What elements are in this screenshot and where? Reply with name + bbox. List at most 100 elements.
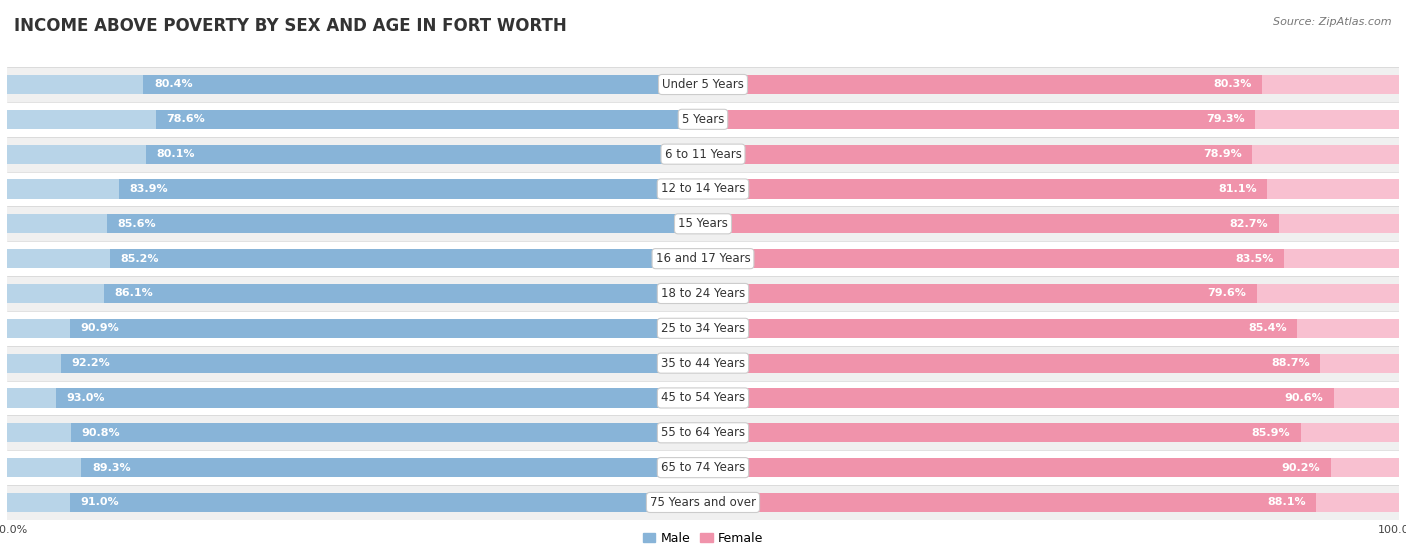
- Text: 83.9%: 83.9%: [129, 184, 169, 194]
- Text: 35 to 44 Years: 35 to 44 Years: [661, 357, 745, 369]
- Text: 89.3%: 89.3%: [91, 463, 131, 472]
- Text: 92.2%: 92.2%: [72, 358, 111, 368]
- Text: 25 to 34 Years: 25 to 34 Years: [661, 322, 745, 335]
- Text: 6 to 11 Years: 6 to 11 Years: [665, 148, 741, 160]
- Bar: [7, 214, 703, 234]
- Bar: [703, 249, 1284, 268]
- Bar: [703, 493, 1399, 512]
- Bar: [703, 75, 1261, 94]
- Text: 93.0%: 93.0%: [66, 393, 104, 403]
- Bar: [7, 345, 1399, 381]
- Bar: [703, 145, 1399, 164]
- Bar: [703, 458, 1399, 477]
- Bar: [72, 423, 703, 442]
- Bar: [7, 206, 1399, 241]
- Bar: [7, 389, 703, 408]
- Text: 80.4%: 80.4%: [153, 79, 193, 89]
- Bar: [143, 75, 703, 94]
- Bar: [7, 423, 703, 442]
- Text: 91.0%: 91.0%: [80, 498, 118, 508]
- Bar: [7, 137, 1399, 172]
- Text: 85.6%: 85.6%: [118, 219, 156, 229]
- Bar: [7, 172, 1399, 206]
- Bar: [703, 389, 1333, 408]
- Bar: [703, 458, 1330, 477]
- Bar: [703, 353, 1320, 373]
- Bar: [7, 284, 703, 303]
- Bar: [7, 319, 703, 338]
- Text: Source: ZipAtlas.com: Source: ZipAtlas.com: [1274, 17, 1392, 27]
- Bar: [7, 179, 703, 198]
- Bar: [146, 145, 703, 164]
- Bar: [82, 458, 703, 477]
- Bar: [703, 284, 1257, 303]
- Bar: [7, 415, 1399, 450]
- Bar: [7, 67, 1399, 102]
- Bar: [703, 179, 1399, 198]
- Bar: [7, 102, 1399, 137]
- Bar: [703, 353, 1399, 373]
- Bar: [70, 319, 703, 338]
- Text: 90.2%: 90.2%: [1282, 463, 1320, 472]
- Text: 16 and 17 Years: 16 and 17 Years: [655, 252, 751, 265]
- Text: 81.1%: 81.1%: [1219, 184, 1257, 194]
- Bar: [7, 276, 1399, 311]
- Bar: [703, 214, 1278, 234]
- Text: 90.6%: 90.6%: [1284, 393, 1323, 403]
- Text: 78.9%: 78.9%: [1204, 149, 1241, 159]
- Text: 79.3%: 79.3%: [1206, 115, 1244, 124]
- Text: 90.9%: 90.9%: [80, 323, 120, 333]
- Text: 88.1%: 88.1%: [1267, 498, 1306, 508]
- Bar: [70, 493, 703, 512]
- Bar: [110, 249, 703, 268]
- Bar: [7, 110, 703, 129]
- Bar: [156, 110, 703, 129]
- Bar: [107, 214, 703, 234]
- Bar: [7, 249, 703, 268]
- Bar: [703, 319, 1298, 338]
- Text: 86.1%: 86.1%: [114, 288, 153, 299]
- Bar: [62, 353, 703, 373]
- Text: 85.2%: 85.2%: [121, 254, 159, 264]
- Bar: [7, 75, 703, 94]
- Bar: [703, 249, 1399, 268]
- Text: 75 Years and over: 75 Years and over: [650, 496, 756, 509]
- Text: INCOME ABOVE POVERTY BY SEX AND AGE IN FORT WORTH: INCOME ABOVE POVERTY BY SEX AND AGE IN F…: [14, 17, 567, 35]
- Text: 12 to 14 Years: 12 to 14 Years: [661, 182, 745, 196]
- Bar: [7, 493, 703, 512]
- Text: 90.8%: 90.8%: [82, 428, 120, 438]
- Text: 85.9%: 85.9%: [1251, 428, 1291, 438]
- Text: 80.3%: 80.3%: [1213, 79, 1251, 89]
- Bar: [703, 423, 1399, 442]
- Bar: [7, 145, 703, 164]
- Bar: [703, 284, 1399, 303]
- Text: 18 to 24 Years: 18 to 24 Years: [661, 287, 745, 300]
- Bar: [7, 450, 1399, 485]
- Bar: [703, 110, 1399, 129]
- Bar: [7, 458, 703, 477]
- Bar: [56, 389, 703, 408]
- Text: 88.7%: 88.7%: [1271, 358, 1310, 368]
- Text: 55 to 64 Years: 55 to 64 Years: [661, 427, 745, 439]
- Bar: [703, 389, 1399, 408]
- Text: 5 Years: 5 Years: [682, 113, 724, 126]
- Text: Under 5 Years: Under 5 Years: [662, 78, 744, 91]
- Bar: [7, 353, 703, 373]
- Text: 15 Years: 15 Years: [678, 217, 728, 230]
- Bar: [703, 423, 1301, 442]
- Legend: Male, Female: Male, Female: [638, 527, 768, 550]
- Text: 80.1%: 80.1%: [156, 149, 194, 159]
- Bar: [703, 75, 1399, 94]
- Bar: [120, 179, 703, 198]
- Bar: [7, 381, 1399, 415]
- Bar: [7, 241, 1399, 276]
- Bar: [703, 214, 1399, 234]
- Text: 45 to 54 Years: 45 to 54 Years: [661, 391, 745, 405]
- Bar: [703, 110, 1256, 129]
- Bar: [104, 284, 703, 303]
- Bar: [703, 319, 1399, 338]
- Text: 78.6%: 78.6%: [166, 115, 205, 124]
- Bar: [703, 145, 1253, 164]
- Text: 82.7%: 82.7%: [1229, 219, 1268, 229]
- Text: 85.4%: 85.4%: [1249, 323, 1286, 333]
